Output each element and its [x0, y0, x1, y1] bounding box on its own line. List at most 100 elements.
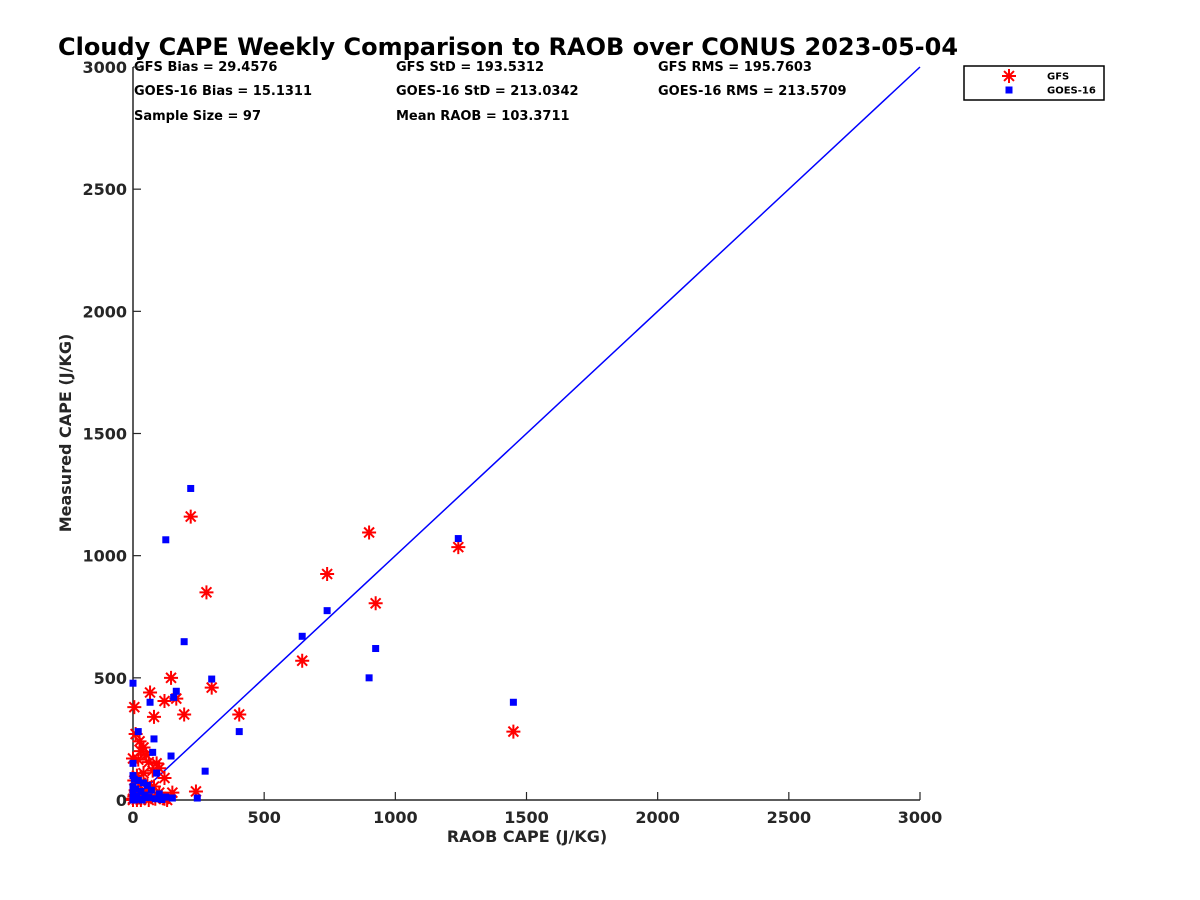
gfs-point	[177, 707, 192, 722]
gfs-point	[204, 680, 219, 695]
stat-text: GFS RMS = 195.7603	[658, 60, 812, 75]
goes16-point	[139, 779, 147, 787]
gfs-point	[152, 761, 167, 776]
stats-panel: GFS Bias = 29.4576 GFS StD = 193.5312 GFS …	[134, 60, 847, 124]
goes16-point	[132, 785, 140, 793]
axes: 0 500 1000 1500 2000 2500 3000 0 500 1000 1500 2000…	[82, 58, 942, 827]
stat-text: GFS Bias = 29.4576	[134, 60, 277, 75]
gfs-point	[141, 755, 156, 770]
goes16-point	[454, 535, 462, 543]
goes16-point	[149, 748, 157, 756]
reference-line-group	[132, 66, 921, 801]
stat-text: Sample Size = 97	[134, 109, 261, 124]
gfs-point	[157, 694, 172, 709]
x-tick-label: 2000	[635, 808, 680, 827]
gfs-point	[127, 700, 142, 715]
gfs-point	[136, 766, 151, 781]
y-tick-label: 1000	[82, 547, 127, 566]
x-axis-label: RAOB CAPE (J/KG)	[447, 827, 607, 846]
goes16-point	[130, 775, 138, 783]
goes16-point	[201, 767, 209, 775]
y-tick-label: 3000	[82, 58, 127, 77]
stat-text: GFS StD = 193.5312	[396, 60, 544, 75]
gfs-point	[145, 763, 160, 778]
legend-marker-gfs	[1002, 69, 1016, 83]
goes16-point	[138, 796, 146, 804]
goes16-point	[180, 638, 188, 646]
goes16-point	[168, 794, 176, 802]
goes16-point	[158, 796, 166, 804]
y-tick-label: 2500	[82, 180, 127, 199]
one-to-one-line	[132, 66, 921, 801]
stat-text: GOES-16 RMS = 213.5709	[658, 84, 847, 99]
gfs-point	[295, 653, 310, 668]
gfs-point	[165, 785, 180, 800]
goes16-point	[150, 735, 158, 743]
legend-label: GOES-16	[1047, 86, 1096, 97]
x-tick-label: 1000	[373, 808, 418, 827]
chart-title: Cloudy CAPE Weekly Comparison to RAOB ov…	[58, 33, 958, 61]
goes16-point	[129, 759, 137, 767]
goes16-point	[162, 793, 170, 801]
y-tick-label: 500	[94, 669, 127, 688]
y-tick-label: 1500	[82, 425, 127, 444]
y-axis-label: Measured CAPE (J/KG)	[56, 334, 75, 533]
gfs-point	[143, 685, 158, 700]
x-tick-label: 500	[247, 808, 280, 827]
x-tick-label: 1500	[504, 808, 549, 827]
goes16-point	[235, 728, 243, 736]
goes16-point	[129, 796, 137, 804]
goes16-point	[129, 679, 137, 687]
stat-text: GOES-16 Bias = 15.1311	[134, 84, 312, 99]
goes16-point	[323, 607, 331, 615]
gfs-point	[320, 566, 335, 581]
goes16-point	[137, 787, 145, 795]
goes16-point	[145, 794, 153, 802]
gfs-point	[146, 709, 161, 724]
goes16-point	[147, 786, 155, 794]
goes16-point	[509, 698, 517, 706]
stat-text: GOES-16 StD = 213.0342	[396, 84, 579, 99]
gfs-point	[368, 596, 383, 611]
gfs-point	[506, 724, 521, 739]
gfs-point	[362, 525, 377, 540]
gfs-point	[132, 734, 147, 749]
goes16-point	[134, 776, 142, 784]
goes16-point	[372, 645, 380, 653]
gfs-point	[149, 756, 164, 771]
goes16-point	[298, 632, 306, 640]
gfs-point	[146, 779, 161, 794]
goes16-point	[134, 728, 142, 736]
series-gfs	[126, 509, 521, 807]
goes16-point	[151, 795, 159, 803]
gfs-point	[183, 509, 198, 524]
x-tick-label: 3000	[898, 808, 943, 827]
gfs-point	[131, 752, 146, 767]
goes16-point	[141, 791, 149, 799]
gfs-point	[126, 751, 140, 766]
goes16-point	[162, 536, 170, 544]
legend-box	[963, 65, 1105, 101]
gfs-point	[139, 747, 154, 762]
gfs-point	[199, 585, 214, 600]
goes16-point	[365, 674, 373, 682]
gfs-point	[133, 744, 148, 759]
gfs-point	[157, 771, 172, 786]
goes16-point	[172, 687, 180, 695]
goes16-point	[208, 675, 216, 683]
goes16-point	[155, 790, 163, 798]
goes16-point	[167, 752, 175, 760]
goes16-point	[146, 698, 154, 706]
x-tick-label: 0	[127, 808, 138, 827]
goes16-point	[170, 693, 178, 701]
goes16-point	[187, 484, 195, 492]
goes16-point	[153, 769, 161, 777]
gfs-point	[129, 768, 144, 783]
gfs-point	[164, 670, 179, 685]
y-tick-label: 0	[116, 791, 127, 810]
series-goes-16	[129, 484, 517, 804]
legend-marker-goes16	[1005, 86, 1013, 94]
goes16-point	[129, 772, 137, 780]
y-tick-label: 2000	[82, 302, 127, 321]
